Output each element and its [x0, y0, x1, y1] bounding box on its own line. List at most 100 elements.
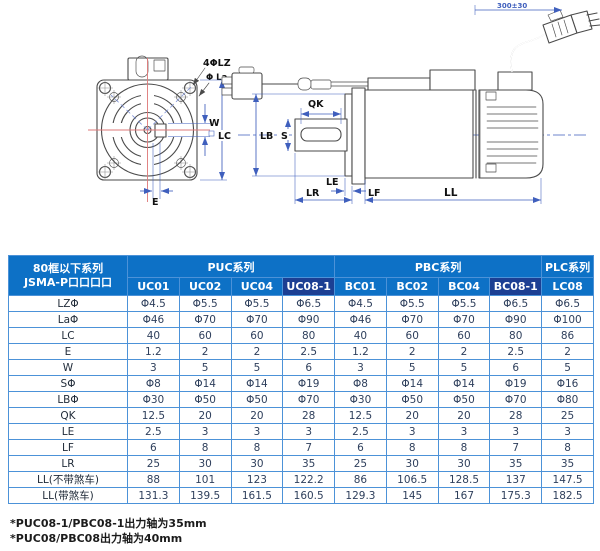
dimension-cell: 161.5 — [230, 487, 284, 504]
dimension-cell: 25 — [334, 455, 387, 472]
row-label: LL(不带煞车) — [8, 471, 128, 488]
table-row: LR 25 30 30 35 25 30 30 35 35 — [8, 455, 594, 472]
dimension-cell: 123 — [230, 471, 284, 488]
dimension-cell: Φ70 — [282, 391, 336, 408]
dimension-cell: 3 — [178, 423, 232, 440]
dimension-cell: Φ5.5 — [230, 295, 284, 312]
dimension-cell: 101 — [178, 471, 232, 488]
dimension-cell: Φ70 — [385, 311, 439, 328]
row-label: E — [8, 343, 128, 360]
dim-label-ll: LL — [444, 187, 458, 199]
dim-e: E — [140, 143, 173, 208]
dimension-cell: 12.5 — [127, 407, 180, 424]
dimension-cell: 35 — [541, 455, 594, 472]
row-label: LBΦ — [8, 391, 128, 408]
dimension-cell: 8 — [437, 439, 491, 456]
model-column-header: UC08-1 — [282, 277, 336, 296]
series-group-header: PUC系列 — [126, 255, 336, 278]
dimension-cell: 2 — [437, 343, 491, 360]
dim-qk: QK — [300, 99, 342, 124]
bolt-diagonal — [110, 85, 193, 131]
dimension-cell: 5 — [437, 359, 491, 376]
table-row: LF 6 8 8 7 6 8 8 7 8 — [8, 439, 594, 456]
dim-s: S — [280, 119, 291, 151]
dimension-cell: 20 — [230, 407, 284, 424]
table-row: LL(带煞车) 131.3 139.5 161.5 160.5 129.3 145 167 17… — [8, 487, 594, 504]
dimension-cell: Φ50 — [230, 391, 284, 408]
dimension-cell: 30 — [437, 455, 491, 472]
model-pattern: JSMA-P口口口口 — [23, 275, 113, 289]
cable-gland — [497, 71, 533, 91]
series-title: 80框以下系列 — [32, 261, 104, 275]
motor-body — [344, 69, 544, 185]
dimension-cell: 40 — [334, 327, 387, 344]
table-row: LaΦ Φ46 Φ70 Φ70 Φ90 Φ46 Φ70 Φ70 Φ90 Φ100 — [8, 311, 594, 328]
dimension-cell: 7 — [489, 439, 543, 456]
row-label: LZΦ — [8, 295, 128, 312]
dimension-cell: Φ50 — [178, 391, 232, 408]
dimension-cell: 60 — [178, 327, 232, 344]
row-label: W — [8, 359, 128, 376]
dimension-cell: Φ100 — [541, 311, 594, 328]
dimension-cell: Φ80 — [541, 391, 594, 408]
shaft — [294, 118, 348, 152]
dim-label-lr: LR — [306, 188, 320, 199]
dim-label-w: W — [209, 118, 220, 129]
dimension-cell: 145 — [385, 487, 439, 504]
row-label: LL(带煞车) — [8, 487, 128, 504]
dimension-cell: Φ70 — [437, 311, 491, 328]
model-column-header: BC08-1 — [489, 277, 543, 296]
dimension-cell: 60 — [437, 327, 491, 344]
dimension-cell: 6 — [334, 439, 387, 456]
dimension-cell: 160.5 — [282, 487, 336, 504]
dimension-cell: Φ8 — [334, 375, 387, 392]
dim-w: W — [168, 104, 220, 156]
dimension-cell: 35 — [282, 455, 336, 472]
dim-label-le: LE — [326, 177, 339, 188]
dimension-cell: 6 — [489, 359, 543, 376]
dimension-cell: Φ90 — [282, 311, 336, 328]
dimension-cell: Φ46 — [127, 311, 180, 328]
dimension-cell: 7 — [282, 439, 336, 456]
table-row: LBΦ Φ30 Φ50 Φ50 Φ70 Φ30 Φ50 Φ50 Φ70 Φ80 — [8, 391, 594, 408]
dimension-cell: 60 — [385, 327, 439, 344]
mounting-flange — [351, 87, 366, 185]
dimension-cell: Φ5.5 — [178, 295, 232, 312]
row-label: QK — [8, 407, 128, 424]
dimension-cell: 80 — [282, 327, 336, 344]
front-view: 4ΦLZ Φ La W LC — [88, 55, 232, 208]
dimension-cell: Φ14 — [385, 375, 439, 392]
dim-label-4phi-lz: 4ΦLZ — [203, 58, 231, 69]
dim-label-lc: LC — [218, 131, 231, 142]
dimension-cell: 30 — [385, 455, 439, 472]
dimension-cell: Φ19 — [489, 375, 543, 392]
dimension-cell: Φ6.5 — [489, 295, 543, 312]
dim-label-cable: 300±30 — [497, 2, 527, 10]
model-column-header: LC08 — [541, 277, 594, 296]
dimension-cell: 175.3 — [489, 487, 543, 504]
dim-label-lb: LB — [260, 131, 273, 142]
dim-le: LE — [326, 177, 366, 204]
dimension-cell: Φ14 — [437, 375, 491, 392]
dimension-cell: 3 — [385, 423, 439, 440]
dimension-cell: 8 — [178, 439, 232, 456]
dimension-cell: 25 — [127, 455, 180, 472]
dimension-cell: Φ16 — [541, 375, 594, 392]
dimension-cell: 12.5 — [334, 407, 387, 424]
dimension-cell: 2 — [541, 343, 594, 360]
model-column-header: UC04 — [230, 277, 284, 296]
dim-lb: LB — [252, 93, 345, 177]
dimension-cell: 88 — [127, 471, 180, 488]
dimension-cell: Φ8 — [127, 375, 180, 392]
dimension-cell: 8 — [541, 439, 594, 456]
dimension-cell: 6 — [282, 359, 336, 376]
dimension-cell: Φ30 — [127, 391, 180, 408]
dimension-cell: 182.5 — [541, 487, 594, 504]
dimension-cell: 122.2 — [282, 471, 336, 488]
dimension-cell: Φ6.5 — [282, 295, 336, 312]
dimension-cell: 20 — [178, 407, 232, 424]
dimension-cell: 3 — [541, 423, 594, 440]
dimension-cell: 5 — [230, 359, 284, 376]
keyway-slot — [300, 127, 342, 142]
dimension-cell: Φ6.5 — [541, 295, 594, 312]
